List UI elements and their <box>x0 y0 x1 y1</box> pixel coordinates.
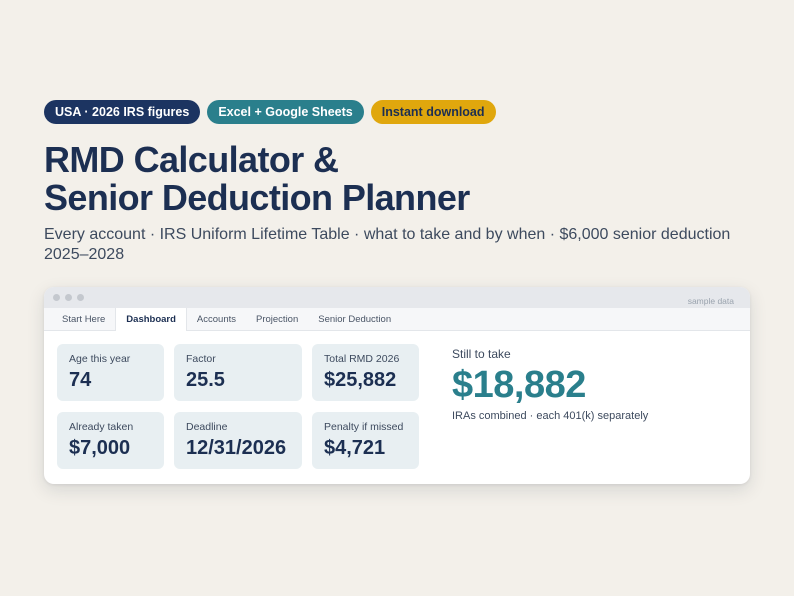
card-penalty-value: $4,721 <box>324 437 386 459</box>
badge-format: Excel + Google Sheets <box>207 100 364 124</box>
card-factor: Factor 25.5 <box>174 344 302 401</box>
card-age: Age this year 74 <box>57 344 164 401</box>
card-factor-value: 25.5 <box>186 369 225 391</box>
card-total-rmd: Total RMD 2026 $25,882 <box>312 344 419 401</box>
card-total-rmd-label: Total RMD 2026 <box>324 353 400 365</box>
card-already-taken: Already taken $7,000 <box>57 412 164 469</box>
card-penalty: Penalty if missed $4,721 <box>312 412 419 469</box>
window-close-dot-icon[interactable] <box>53 294 60 301</box>
still-to-take-value: $18,882 <box>452 364 586 406</box>
tab-accounts[interactable]: Accounts <box>196 313 236 325</box>
page-title-line-2: Senior Deduction Planner <box>44 177 470 218</box>
window-maximize-dot-icon[interactable] <box>77 294 84 301</box>
card-deadline-value: 12/31/2026 <box>186 437 287 459</box>
card-age-value: 74 <box>69 369 92 391</box>
badge-delivery: Instant download <box>370 100 496 124</box>
sample-data-label: sample data <box>687 296 734 306</box>
page-subtitle: Every account · IRS Uniform Lifetime Tab… <box>44 226 731 263</box>
tab-projection[interactable]: Projection <box>256 313 299 325</box>
sheet-tabs: Start Here Dashboard Accounts Projection… <box>44 308 750 331</box>
badge-region: USA · 2026 IRS figures <box>44 100 201 124</box>
card-penalty-label: Penalty if missed <box>324 421 404 433</box>
card-total-rmd-value: $25,882 <box>324 369 397 391</box>
card-age-label: Age this year <box>69 353 131 365</box>
still-to-take-panel: Still to take $18,882 IRAs combined · ea… <box>452 347 648 422</box>
tab-start-here[interactable]: Start Here <box>62 313 106 325</box>
card-deadline: Deadline 12/31/2026 <box>174 412 302 469</box>
still-to-take-label: Still to take <box>452 347 511 361</box>
tab-dashboard[interactable]: Dashboard <box>115 308 187 331</box>
window-titlebar: sample data <box>44 287 750 308</box>
card-factor-label: Factor <box>186 353 216 365</box>
page-title-line-1: RMD Calculator & <box>44 139 339 180</box>
card-already-taken-label: Already taken <box>69 421 134 433</box>
card-deadline-label: Deadline <box>186 421 228 433</box>
window-minimize-dot-icon[interactable] <box>65 294 72 301</box>
still-to-take-note: IRAs combined · each 401(k) separately <box>452 410 649 422</box>
tab-senior-deduction[interactable]: Senior Deduction <box>318 313 392 325</box>
page-title: RMD Calculator & Senior Deduction Planne… <box>44 141 470 217</box>
card-already-taken-value: $7,000 <box>69 437 131 459</box>
app-window: sample data Start Here Dashboard Account… <box>44 287 750 484</box>
badge-row: USA · 2026 IRS figures Excel + Google Sh… <box>44 100 496 124</box>
